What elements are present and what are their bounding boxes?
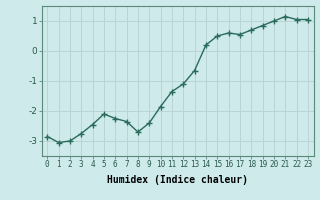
X-axis label: Humidex (Indice chaleur): Humidex (Indice chaleur)	[107, 175, 248, 185]
